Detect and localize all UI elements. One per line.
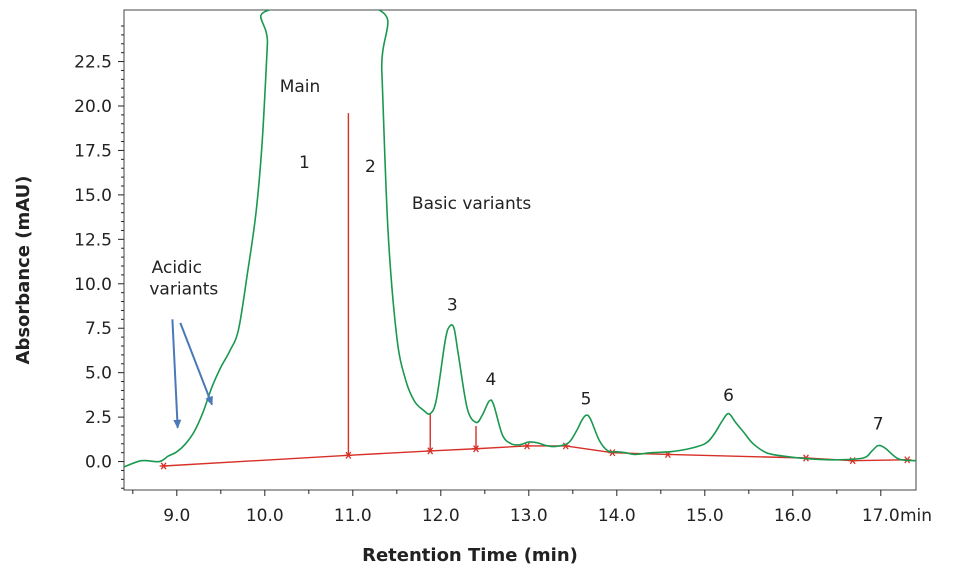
region-annotation: variants [149,279,218,299]
region-annotation: Acidic [152,258,202,278]
axes-group: 0.0 2.5 5.0 7.5 10.0 12.5 15.0 17.5 20.0 22.5 9.0 1… [74,25,900,526]
chromatogram-trace [124,10,916,468]
y-tick-label: 10.0 [74,275,112,295]
integration-marker [344,451,353,459]
x-tick-label: 17.0 [862,506,900,526]
x-axis-title: Retention Time (min) [362,545,578,566]
integration-marker-stroke [524,442,530,450]
integration-marker-stroke [473,445,479,453]
baseline-segment [565,445,613,454]
x-tick-label: 9.0 [163,506,190,526]
integration-marker-stroke [160,462,167,470]
integration-marker [159,462,168,470]
baseline-segment [430,448,477,452]
x-tick-label: 10.0 [246,506,284,526]
x-tick-label: 12.0 [422,506,460,526]
region-annotation: Basic variants [412,194,531,214]
peak-label: 7 [873,415,884,435]
baseline-segment [163,454,349,467]
x-tick-label: 14.0 [598,506,636,526]
y-tick-label: 22.5 [74,53,112,73]
x-tick-label: 13.0 [510,506,548,526]
integration-marker [426,447,435,455]
y-tick-label: 5.0 [85,364,112,384]
peak-label: 6 [723,386,734,406]
integration-marker-stroke [345,451,352,459]
baseline-segment [852,459,908,462]
x-tick-label: 11.0 [334,506,372,526]
y-axis-title: Absorbance (mAU) [13,176,34,365]
y-tick-label: 2.5 [85,408,112,428]
annotation-arrow [171,319,182,429]
y-tick-label: 0.0 [85,453,112,473]
x-axis-unit: min [900,506,932,526]
integration-marker [472,445,480,453]
peak-label: 2 [365,157,376,177]
y-tick-label: 7.5 [85,319,112,339]
y-tick-label: 12.5 [74,230,112,250]
x-tick-label: 16.0 [774,506,812,526]
baseline-segment [475,445,528,450]
trace-group [124,10,916,468]
peak-label: 1 [299,153,310,173]
y-tick-label: 15.0 [74,186,112,206]
y-tick-label: 17.5 [74,141,112,161]
plot-frame [123,9,917,491]
peak-label: 3 [447,295,458,315]
peak-label: 5 [581,390,592,410]
peak-label: 4 [486,370,497,390]
y-tick-label: 20.0 [74,97,112,117]
annotation-arrow [179,322,213,406]
baseline-segment [348,450,431,457]
baseline-segment [667,453,807,459]
integration-marker-stroke [427,447,434,455]
x-tick-label: 15.0 [686,506,724,526]
region-annotation: Main [280,77,321,97]
